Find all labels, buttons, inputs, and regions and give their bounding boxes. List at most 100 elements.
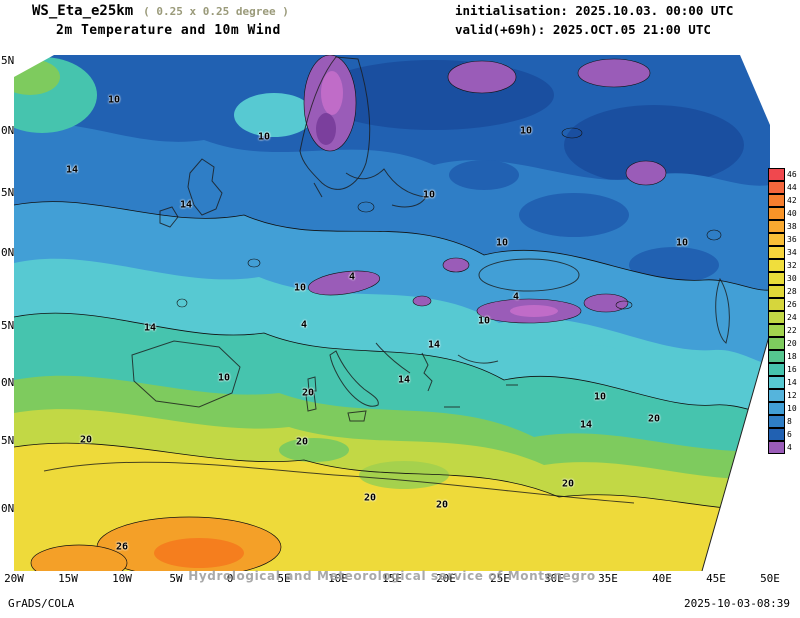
x-axis-label: 20W bbox=[4, 572, 24, 585]
colorbar-entry: 6 bbox=[768, 427, 797, 441]
temperature-map: 10 10 10 10 14 14 4 10 10 10 14 4 4 10 20 10 20 14 14 10 14 2… bbox=[14, 55, 770, 571]
colorbar-entry: 30 bbox=[768, 271, 797, 285]
domain-edge bbox=[14, 55, 770, 571]
grid-resolution: ( 0.25 x 0.25 degree ) bbox=[143, 5, 289, 18]
model-name: WS_Eta_e25km bbox=[32, 3, 134, 19]
contour-label: 20 bbox=[647, 413, 661, 425]
colorbar-value: 20 bbox=[787, 339, 797, 348]
purple-cold-patches bbox=[303, 55, 667, 324]
colorbar-swatch bbox=[768, 297, 785, 311]
colorbar-entry: 28 bbox=[768, 284, 797, 298]
contour-label: 20 bbox=[301, 387, 315, 399]
colorbar-entry: 22 bbox=[768, 323, 797, 337]
y-axis-label: 5N bbox=[1, 54, 15, 67]
minor-contours bbox=[176, 127, 722, 310]
contour-label: 10 bbox=[257, 131, 271, 143]
contour-label: 14 bbox=[427, 339, 441, 351]
colorbar-swatch bbox=[768, 271, 785, 285]
colorbar-entry: 10 bbox=[768, 401, 797, 415]
x-axis-label: 10E bbox=[328, 572, 348, 585]
x-axis-label: 50E bbox=[760, 572, 780, 585]
contour-label: 14 bbox=[179, 199, 193, 211]
x-axis-label: 0 bbox=[226, 572, 234, 585]
colorbar: 46 44 42 40 38 36 34 32 30 28 26 24 22 20 18 16 14 12 10 8 6… bbox=[768, 167, 797, 454]
contour-label: 10 bbox=[495, 237, 509, 249]
colorbar-entry: 20 bbox=[768, 336, 797, 350]
colorbar-value: 28 bbox=[787, 287, 797, 296]
colorbar-swatch bbox=[768, 375, 785, 389]
colorbar-value: 46 bbox=[787, 170, 797, 179]
x-axis-label: 25E bbox=[490, 572, 510, 585]
colorbar-value: 44 bbox=[787, 183, 797, 192]
colorbar-entry: 34 bbox=[768, 245, 797, 259]
contour-label: 20 bbox=[295, 436, 309, 448]
contour-label: 20 bbox=[79, 434, 93, 446]
colorbar-value: 10 bbox=[787, 404, 797, 413]
colorbar-entry: 40 bbox=[768, 206, 797, 220]
contour-lines bbox=[14, 201, 770, 510]
colorbar-value: 34 bbox=[787, 248, 797, 257]
colorbar-value: 18 bbox=[787, 352, 797, 361]
colorbar-value: 4 bbox=[787, 443, 792, 452]
colorbar-value: 14 bbox=[787, 378, 797, 387]
x-axis-label: 15W bbox=[58, 572, 78, 585]
x-axis-label: 5W bbox=[169, 572, 183, 585]
product-title: 2m Temperature and 10m Wind bbox=[56, 23, 281, 38]
contour-label: 14 bbox=[397, 374, 411, 386]
colorbar-entry: 46 bbox=[768, 167, 797, 181]
colorbar-value: 38 bbox=[787, 222, 797, 231]
contour-label: 4 bbox=[300, 319, 308, 331]
colorbar-swatch bbox=[768, 180, 785, 194]
contour-label: 14 bbox=[579, 419, 593, 431]
colorbar-entry: 38 bbox=[768, 219, 797, 233]
contour-label: 14 bbox=[65, 164, 79, 176]
colorbar-value: 22 bbox=[787, 326, 797, 335]
colorbar-swatch bbox=[768, 284, 785, 298]
colorbar-swatch bbox=[768, 167, 785, 181]
colorbar-value: 36 bbox=[787, 235, 797, 244]
colorbar-swatch bbox=[768, 323, 785, 337]
coastlines bbox=[43, 56, 730, 504]
x-axis-label: 15E bbox=[382, 572, 402, 585]
colorbar-value: 42 bbox=[787, 196, 797, 205]
y-axis-label: 0N bbox=[1, 246, 15, 259]
contour-label: 10 bbox=[519, 125, 533, 137]
colorbar-entry: 4 bbox=[768, 440, 797, 454]
x-axis-label: 40E bbox=[652, 572, 672, 585]
contour-label: 10 bbox=[293, 282, 307, 294]
grads-credit: GrADS/COLA bbox=[8, 597, 75, 610]
colorbar-value: 26 bbox=[787, 300, 797, 309]
contour-label: 10 bbox=[107, 94, 121, 106]
colorbar-swatch bbox=[768, 401, 785, 415]
contour-labels: 10 10 10 10 14 14 4 10 10 10 14 4 4 10 20 10 20 14 14 10 14 2… bbox=[14, 55, 770, 571]
colorbar-swatch bbox=[768, 206, 785, 220]
colorbar-entry: 36 bbox=[768, 232, 797, 246]
colorbar-value: 24 bbox=[787, 313, 797, 322]
colorbar-swatch bbox=[768, 427, 785, 441]
colorbar-swatch bbox=[768, 349, 785, 363]
colorbar-swatch bbox=[768, 258, 785, 272]
contour-label: 10 bbox=[217, 372, 231, 384]
contour-label: 20 bbox=[561, 478, 575, 490]
colorbar-value: 8 bbox=[787, 417, 792, 426]
contour-label: 14 bbox=[143, 322, 157, 334]
y-axis: 5N 0N 5N 0N 5N 0N 5N 0N bbox=[0, 54, 15, 571]
valid-time: valid(+69h): 2025.OCT.05 21:00 UTC bbox=[455, 22, 711, 37]
colorbar-entry: 24 bbox=[768, 310, 797, 324]
colorbar-entry: 12 bbox=[768, 388, 797, 402]
x-axis-label: 30E bbox=[544, 572, 564, 585]
contour-label: 20 bbox=[435, 499, 449, 511]
colorbar-swatch bbox=[768, 362, 785, 376]
x-axis-label: 35E bbox=[598, 572, 618, 585]
colorbar-value: 6 bbox=[787, 430, 792, 439]
colorbar-swatch bbox=[768, 219, 785, 233]
watermark: Hydrological and Meteorological service … bbox=[188, 569, 596, 583]
y-axis-label: 0N bbox=[1, 502, 15, 515]
colorbar-swatch bbox=[768, 440, 785, 454]
y-axis-label: 5N bbox=[1, 434, 15, 447]
contour-label: 10 bbox=[477, 315, 491, 327]
x-axis-label: 10W bbox=[112, 572, 132, 585]
colorbar-swatch bbox=[768, 414, 785, 428]
temperature-field-svg bbox=[14, 55, 770, 571]
contour-label: 26 bbox=[115, 541, 129, 553]
